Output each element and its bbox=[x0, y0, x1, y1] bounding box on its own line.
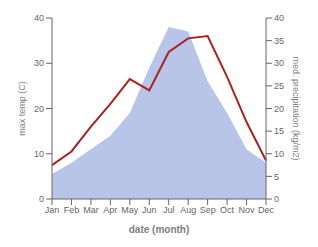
svg-text:40: 40 bbox=[34, 13, 44, 23]
svg-text:Sep: Sep bbox=[200, 205, 216, 215]
svg-text:Mar: Mar bbox=[83, 205, 99, 215]
svg-text:May: May bbox=[121, 205, 139, 215]
svg-text:Jul: Jul bbox=[163, 205, 175, 215]
svg-text:20: 20 bbox=[274, 104, 284, 114]
svg-text:10: 10 bbox=[274, 149, 284, 159]
svg-text:30: 30 bbox=[34, 58, 44, 68]
svg-text:20: 20 bbox=[34, 104, 44, 114]
svg-text:Nov: Nov bbox=[239, 205, 256, 215]
svg-text:0: 0 bbox=[39, 194, 44, 204]
svg-text:15: 15 bbox=[274, 126, 284, 136]
svg-text:Feb: Feb bbox=[64, 205, 80, 215]
svg-text:Oct: Oct bbox=[220, 205, 235, 215]
svg-text:Dec: Dec bbox=[258, 205, 275, 215]
svg-text:Jun: Jun bbox=[142, 205, 157, 215]
svg-text:date (month): date (month) bbox=[129, 224, 190, 235]
svg-text:40: 40 bbox=[274, 13, 284, 23]
svg-text:max temp (C): max temp (C) bbox=[17, 81, 27, 136]
svg-text:Apr: Apr bbox=[103, 205, 117, 215]
svg-text:30: 30 bbox=[274, 58, 284, 68]
svg-text:Aug: Aug bbox=[180, 205, 196, 215]
svg-text:med. precipitation (kg/m2): med. precipitation (kg/m2) bbox=[291, 56, 301, 160]
svg-text:25: 25 bbox=[274, 81, 284, 91]
svg-text:5: 5 bbox=[274, 172, 279, 182]
svg-text:10: 10 bbox=[34, 149, 44, 159]
svg-text:Jan: Jan bbox=[45, 205, 60, 215]
svg-text:0: 0 bbox=[274, 194, 279, 204]
svg-text:35: 35 bbox=[274, 36, 284, 46]
